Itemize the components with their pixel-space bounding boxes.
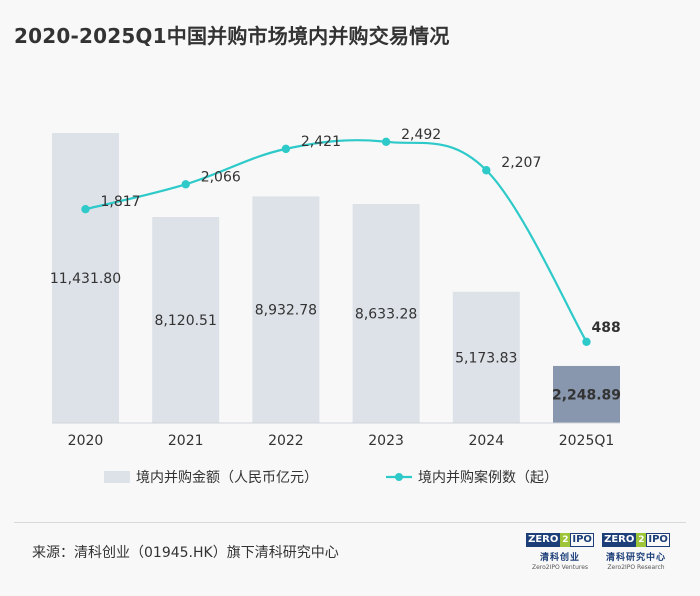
logo-en-text: Zero2IPO Research bbox=[607, 564, 665, 571]
line-point-2024 bbox=[482, 166, 491, 175]
bar-2025Q1 bbox=[553, 365, 620, 423]
zero2ipo-ventures-logo: ZERO 2 IPO 清科创业 Zero2IPO Ventures bbox=[526, 533, 594, 577]
x-tick-label: 2022 bbox=[268, 433, 304, 449]
logo-mark-right: IPO bbox=[570, 533, 594, 547]
line-value-label: 488 bbox=[592, 320, 621, 336]
x-tick-label: 2021 bbox=[168, 433, 204, 449]
line-point-2025Q1 bbox=[582, 337, 591, 346]
bar-2024 bbox=[452, 291, 520, 423]
line-value-label: 2,066 bbox=[201, 169, 241, 185]
logo-cn-text: 清科创业 bbox=[539, 553, 580, 563]
bar-2021 bbox=[152, 217, 220, 423]
x-tick-label: 2020 bbox=[68, 433, 104, 449]
line-point-2023 bbox=[381, 137, 391, 146]
bar-2022 bbox=[252, 196, 320, 423]
bar-value-label: 5,173.83 bbox=[455, 350, 517, 366]
logo-en-text: Zero2IPO Ventures bbox=[531, 564, 589, 571]
bar-2020 bbox=[52, 133, 119, 423]
bar-value-label: 11,431.80 bbox=[50, 271, 121, 287]
x-tick-label: 2024 bbox=[468, 433, 504, 449]
logo-mark-right: IPO bbox=[646, 533, 670, 547]
line-point-2021 bbox=[181, 180, 190, 189]
legend-label-bar: 境内并购金额（人民币亿元） bbox=[136, 470, 318, 486]
line-point-2020 bbox=[81, 204, 90, 214]
page-title: 2020-2025Q1中国并购市场境内并购交易情况 bbox=[14, 24, 450, 48]
divider bbox=[14, 522, 686, 523]
bar-value-label: 8,932.78 bbox=[255, 303, 317, 319]
bar-value-label: 8,120.51 bbox=[155, 313, 217, 329]
line-value-label: 2,207 bbox=[501, 155, 541, 171]
line-value-label: 2,492 bbox=[401, 127, 441, 143]
legend-label-line: 境内并购案例数（起） bbox=[418, 469, 558, 486]
legend-swatch-bar bbox=[104, 471, 130, 483]
line-series-cases bbox=[85, 139, 588, 343]
logo-mark-left: ZERO bbox=[602, 533, 637, 547]
chart: 11,431.80 2020 8,120.51 2021 8,932.78 2022 8,6… bbox=[50, 127, 621, 486]
legend-swatch-line bbox=[395, 473, 403, 481]
line-value-label: 1,817 bbox=[101, 194, 141, 210]
zero2ipo-research-logo: ZERO 2 IPO 清科研究中心 Zero2IPO Research bbox=[602, 533, 670, 577]
logo-mark-mid: 2 bbox=[560, 533, 571, 547]
logo-mark-mid: 2 bbox=[636, 533, 647, 547]
bar-value-label: 8,633.28 bbox=[355, 306, 417, 322]
line-value-label: 2,421 bbox=[301, 134, 341, 150]
x-tick-label: 2025Q1 bbox=[559, 433, 615, 449]
line-point-2022 bbox=[281, 144, 291, 154]
bar-value-label: 2,248.89 bbox=[552, 387, 621, 403]
logo-mark-left: ZERO bbox=[526, 533, 561, 547]
logo-cn-text: 清科研究中心 bbox=[605, 553, 666, 563]
x-tick-label: 2023 bbox=[368, 433, 404, 449]
bar-2023 bbox=[352, 203, 420, 423]
source-note: 来源：清科创业（01945.HK）旗下清科研究中心 bbox=[32, 545, 339, 561]
